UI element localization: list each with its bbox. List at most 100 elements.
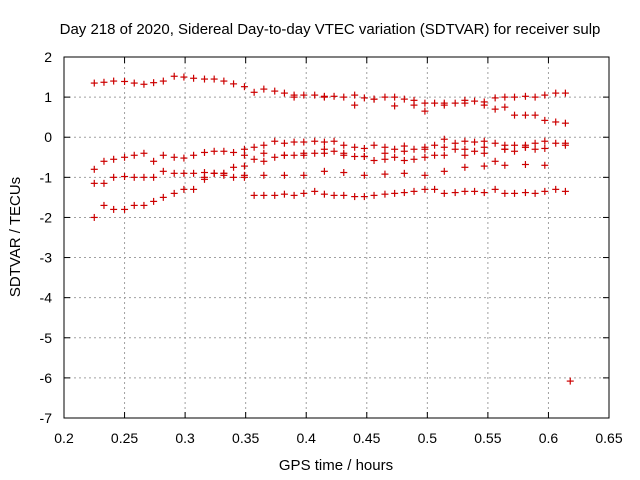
data-point-track-c <box>290 138 298 146</box>
data-point-track-g <box>230 173 238 181</box>
data-point-track-a <box>140 80 148 88</box>
data-point-track-g <box>121 205 129 213</box>
data-point-track-a <box>381 93 389 101</box>
data-point-track-g <box>400 189 408 197</box>
x-axis-label: GPS time / hours <box>279 457 393 474</box>
data-point-track-f <box>400 169 408 177</box>
y-tick-label: -3 <box>40 250 53 266</box>
data-point-track-d <box>400 147 408 155</box>
data-point-track-g <box>280 190 288 198</box>
data-point-track-g <box>531 189 539 197</box>
data-point-track-d <box>561 141 569 149</box>
data-point-track-f <box>480 162 488 170</box>
data-point-track-f <box>461 163 469 171</box>
data-point-track-g <box>480 189 488 197</box>
x-tick-label: 0.3 <box>175 430 195 446</box>
data-point-track-b <box>531 111 539 119</box>
data-point-track-c <box>431 141 439 149</box>
data-point-track-c <box>351 143 359 151</box>
data-point-track-a <box>300 91 308 99</box>
data-point-track-c <box>491 139 499 147</box>
data-point-track-a <box>210 75 218 83</box>
y-axis-label: SDTVAR / TECUs <box>7 177 24 297</box>
data-point-track-g <box>370 191 378 199</box>
data-point-track-g <box>140 201 148 209</box>
data-point-track-c <box>461 137 469 145</box>
data-point-track-c <box>210 147 218 155</box>
data-point-track-a <box>541 91 549 99</box>
data-point-track-b <box>521 111 529 119</box>
data-point-track-c <box>531 139 539 147</box>
data-point-track-a <box>240 83 248 91</box>
data-point-track-a <box>421 99 429 107</box>
data-point-track-e <box>491 157 499 165</box>
data-point-track-f <box>360 171 368 179</box>
y-tick-label: 0 <box>44 129 52 145</box>
data-point-track-c <box>311 137 319 145</box>
data-point-track-g <box>220 171 228 179</box>
data-point-track-f <box>260 171 268 179</box>
x-tick-label: 0.25 <box>111 430 138 446</box>
data-point-track-g <box>340 191 348 199</box>
data-point-track-f <box>320 167 328 175</box>
data-point-track-b <box>541 116 549 124</box>
data-point-track-e <box>121 173 129 181</box>
data-point-track-g <box>200 173 208 181</box>
data-point-outlier <box>566 377 574 385</box>
data-point-track-c <box>100 157 108 165</box>
data-point-track-a <box>511 93 519 101</box>
data-point-track-a <box>451 99 459 107</box>
data-point-track-e <box>150 173 158 181</box>
data-point-track-e <box>230 163 238 171</box>
data-point-track-a <box>230 80 238 88</box>
data-point-track-d <box>421 145 429 153</box>
data-point-track-b <box>480 101 488 109</box>
data-point-track-e <box>410 155 418 163</box>
data-point-track-c <box>330 137 338 145</box>
data-point-track-c <box>150 157 158 165</box>
y-tick-label: -6 <box>40 370 53 386</box>
data-point-track-b <box>440 101 448 109</box>
data-point-track-e <box>140 173 148 181</box>
data-point-track-e <box>100 179 108 187</box>
data-point-track-e <box>170 169 178 177</box>
data-point-track-c <box>200 148 208 156</box>
data-point-track-a <box>200 75 208 83</box>
data-point-track-g <box>190 185 198 193</box>
y-tick-label: -5 <box>40 330 53 346</box>
data-point-track-c <box>410 145 418 153</box>
data-point-track-c <box>552 139 560 147</box>
data-point-track-c <box>511 141 519 149</box>
y-tick-label: 2 <box>44 49 52 65</box>
data-point-track-b <box>552 118 560 126</box>
data-point-track-f <box>521 160 529 168</box>
data-point-track-g <box>100 201 108 209</box>
data-point-track-c <box>260 141 268 149</box>
data-point-track-d <box>480 143 488 151</box>
data-point-track-b <box>351 101 359 109</box>
data-point-track-a <box>110 77 118 85</box>
data-point-track-g <box>290 191 298 199</box>
data-point-track-c <box>90 165 98 173</box>
data-point-track-a <box>521 92 529 100</box>
data-point-track-g <box>381 190 389 198</box>
data-point-track-a <box>150 79 158 87</box>
data-point-track-c <box>451 139 459 147</box>
data-point-track-c <box>300 138 308 146</box>
x-tick-label: 0.2 <box>54 430 74 446</box>
data-point-track-g <box>150 197 158 205</box>
data-point-track-c <box>180 154 188 162</box>
data-point-track-d <box>440 143 448 151</box>
data-point-track-b <box>561 119 569 127</box>
data-point-track-g <box>541 187 549 195</box>
data-point-track-g <box>391 189 399 197</box>
data-point-track-g <box>330 191 338 199</box>
data-point-track-b <box>290 93 298 101</box>
data-point-track-d <box>541 144 549 152</box>
data-point-track-f <box>501 161 509 169</box>
data-point-track-g <box>110 205 118 213</box>
data-point-track-e <box>431 151 439 159</box>
data-point-track-e <box>340 151 348 159</box>
data-point-track-a <box>491 94 499 102</box>
